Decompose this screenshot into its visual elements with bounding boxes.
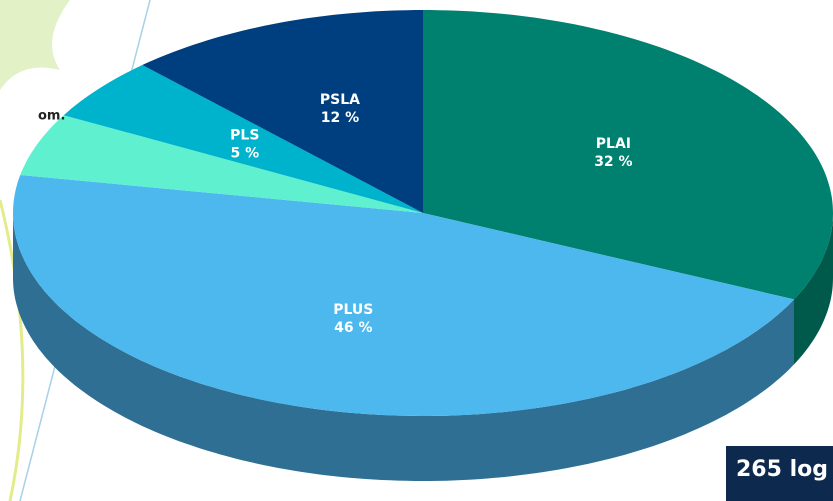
slice-label: PLS	[230, 128, 259, 144]
decoration	[0, 0, 70, 90]
annotation: om.	[38, 109, 65, 124]
slice	[423, 10, 833, 300]
value-label: 5 %	[230, 146, 259, 162]
slice-side	[13, 213, 794, 481]
slice-label: PLUS	[333, 302, 373, 318]
banner	[726, 446, 833, 501]
slice-label: PSLA	[320, 92, 360, 108]
annotation: 265 log	[736, 457, 828, 482]
slice-side	[794, 213, 833, 365]
slice-label: PLAI	[596, 136, 631, 152]
decoration	[0, 199, 25, 501]
value-label: 46 %	[334, 320, 372, 336]
slice	[63, 65, 423, 213]
value-label: 12 %	[321, 110, 359, 126]
slice	[142, 10, 424, 213]
value-label: 32 %	[594, 154, 632, 170]
slice	[13, 175, 794, 416]
slice	[20, 115, 424, 213]
pie: PLAI 32 % PLUS 46 % PLS 5 % PSLA 12 %	[13, 10, 833, 481]
